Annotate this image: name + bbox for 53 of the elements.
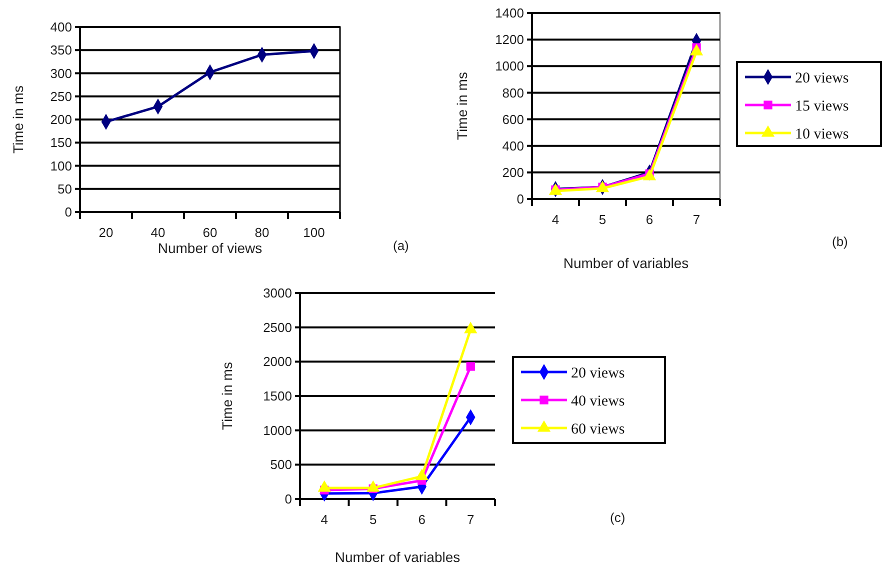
y-tick-label: 1000 <box>495 58 524 74</box>
x-tick-label: 4 <box>320 512 328 527</box>
y-tick-label: 2500 <box>263 320 292 335</box>
y-tick-label: 150 <box>50 135 72 150</box>
y-tick-label: 0 <box>516 192 524 207</box>
x-axis-title: Number of variables <box>563 255 689 271</box>
y-tick-label: 100 <box>50 158 72 174</box>
legend-label: 20 views <box>571 365 625 382</box>
y-tick-label: 0 <box>284 492 292 507</box>
y-tick-label: 0 <box>64 204 72 220</box>
y-tick-label: 300 <box>50 66 72 81</box>
point <box>466 362 475 371</box>
y-tick-label: 600 <box>502 112 524 127</box>
y-tick-label: 200 <box>502 164 524 180</box>
x-tick-label: 6 <box>418 512 426 527</box>
y-tick-label: 250 <box>50 88 72 104</box>
y-tick-label: 400 <box>502 138 524 154</box>
text: (b) <box>832 234 848 249</box>
x-tick-label: 6 <box>646 212 654 227</box>
x-tick-label: 4 <box>552 212 560 227</box>
x-axis-title: Number of views <box>158 240 262 256</box>
y-tick-label: 50 <box>58 181 72 196</box>
text: (c) <box>610 510 626 525</box>
y-tick-label: 1000 <box>263 422 292 438</box>
x-axis-title: Number of variables <box>334 549 460 565</box>
y-tick-label: 1400 <box>495 6 524 21</box>
x-tick-label: 7 <box>692 212 700 227</box>
y-tick-label: 500 <box>270 457 292 472</box>
y-tick-label: 350 <box>50 42 72 58</box>
y-axis-title: Time in ms <box>454 72 470 140</box>
y-tick-label: 1200 <box>495 32 524 48</box>
x-tick-label: 80 <box>254 225 270 240</box>
y-tick-label: 200 <box>50 112 72 128</box>
y-tick-label: 2000 <box>263 354 292 370</box>
legend-label: 15 views <box>795 98 849 114</box>
x-tick-label: 5 <box>598 212 606 227</box>
y-tick-label: 400 <box>50 20 72 35</box>
y-tick-label: 800 <box>502 85 524 100</box>
x-tick-label: 20 <box>98 225 114 240</box>
legend-label: 60 views <box>571 421 625 438</box>
x-tick-label: 5 <box>370 512 377 527</box>
legend-label: 40 views <box>571 393 625 410</box>
legend-label: 20 views <box>795 70 849 86</box>
x-tick-label: 60 <box>202 225 218 240</box>
x-tick-label: 7 <box>467 512 474 527</box>
y-axis-title: Time in ms <box>218 362 235 430</box>
text: (a) <box>393 238 409 253</box>
x-tick-label: 100 <box>303 225 325 240</box>
x-tick-label: 40 <box>150 225 166 240</box>
y-tick-label: 3000 <box>263 286 292 301</box>
y-tick-label: 1500 <box>263 388 292 404</box>
legend-label: 10 views <box>795 126 849 142</box>
y-axis-title: Time in ms <box>10 86 26 154</box>
